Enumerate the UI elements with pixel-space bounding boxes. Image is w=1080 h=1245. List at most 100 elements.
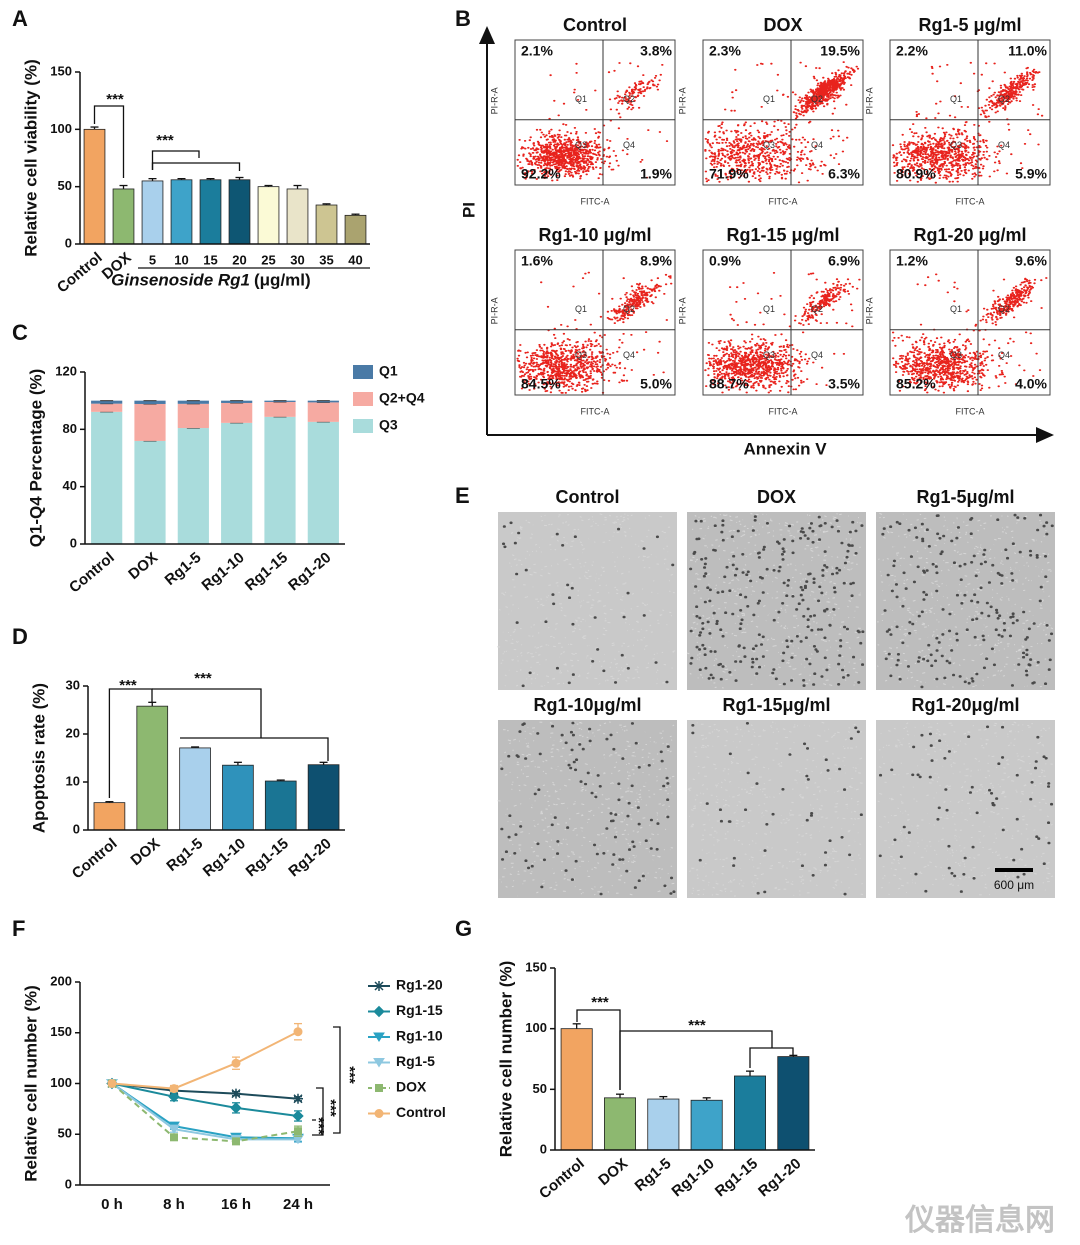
marker [373, 1005, 385, 1018]
y-tick-label: 150 [525, 959, 547, 974]
significance-bracket [93, 105, 125, 178]
bar [222, 764, 254, 831]
x-tick-label: Rg1-20 [285, 835, 334, 880]
quadrant-pct: 3.5% [828, 376, 860, 392]
bar [315, 204, 338, 245]
significance-bracket [152, 688, 262, 738]
significance-bracket [749, 1047, 794, 1068]
y-channel: PI-R-A [489, 297, 499, 324]
quadrant-pct: 6.9% [828, 253, 860, 269]
quadrant-name: Q3 [950, 350, 962, 360]
quadrant-pct: 6.3% [828, 166, 860, 182]
quadrant-name: Q1 [950, 94, 962, 104]
bar-segment [221, 400, 253, 403]
bar [257, 186, 280, 245]
quadrant-pct: 80.9% [896, 166, 936, 182]
image-title: Rg1-15μg/ml [722, 695, 830, 715]
legend-swatch [353, 392, 373, 406]
x-tick-label: 25 [261, 252, 275, 267]
quadrant-pct: 84.5% [521, 376, 561, 392]
quadrant-name: Q4 [623, 350, 635, 360]
x-tick-label: Control [66, 549, 118, 596]
bar [199, 179, 222, 245]
marker [170, 1133, 178, 1142]
series-line [111, 1030, 299, 1090]
quadrant-name: Q4 [811, 350, 823, 360]
legend-label: Rg1-10 [396, 1028, 443, 1044]
x-channel: FITC-A [581, 196, 610, 206]
flow-plot-title: Rg1-15 μg/ml [726, 225, 839, 245]
cells [500, 721, 676, 896]
x-tick-label: 20 [232, 252, 246, 267]
x-tick-label: 8 h [163, 1196, 185, 1213]
x-tick-label: Rg1-15 [712, 1155, 761, 1200]
bar [112, 188, 135, 245]
bar [141, 180, 164, 245]
image-title: Control [556, 487, 620, 507]
quadrant-pct: 2.3% [709, 43, 741, 59]
x-tick-label: Rg1-5 [163, 835, 206, 875]
x-channel: FITC-A [769, 406, 798, 416]
x-tick-label: 0 h [101, 1196, 123, 1213]
y-tick-label: 50 [58, 1126, 72, 1141]
significance-label: *** [341, 1066, 358, 1084]
y-tick-label: 150 [50, 1024, 72, 1039]
marker [232, 1137, 240, 1146]
cell-texture [877, 721, 1054, 896]
marker [168, 1090, 180, 1103]
significance-bracket [312, 1119, 316, 1136]
bar [83, 128, 106, 245]
quadrant-name: Q1 [950, 304, 962, 314]
series-line [111, 1082, 299, 1140]
quadrant-name: Q2 [623, 304, 635, 314]
quadrant-pct: 2.1% [521, 43, 553, 59]
y-tick-label: 150 [50, 63, 72, 78]
marker [231, 1058, 241, 1068]
y-axis-label: Relative cell number (%) [496, 961, 515, 1158]
quadrant-name: Q4 [998, 350, 1010, 360]
cell-texture [497, 513, 676, 687]
quadrant-pct: 71.9% [709, 166, 749, 182]
panel-letter: F [12, 916, 25, 941]
cells [691, 722, 863, 896]
marker [374, 981, 384, 991]
y-channel: PI-R-A [864, 297, 874, 324]
bar [264, 780, 297, 831]
x-tick-label: Control [536, 1155, 588, 1202]
bar-segment [307, 421, 339, 544]
marker [375, 1084, 383, 1092]
quadrant-pct: 4.0% [1015, 376, 1047, 392]
y-channel: PI-R-A [864, 87, 874, 114]
x-channel: FITC-A [769, 196, 798, 206]
bar [286, 188, 309, 245]
bar [604, 1097, 637, 1151]
cells [881, 513, 1054, 689]
x-channel: FITC-A [581, 406, 610, 416]
flow-plot-title: Rg1-10 μg/ml [538, 225, 651, 245]
bar-segment [91, 403, 123, 412]
image-title: Rg1-5μg/ml [916, 487, 1014, 507]
y-tick-label: 120 [55, 363, 77, 378]
panel-letter: A [12, 6, 28, 31]
bar-segment [134, 403, 166, 441]
flow-events [516, 62, 669, 182]
bar [228, 179, 251, 245]
image-title: DOX [757, 487, 796, 507]
significance-bracket [108, 688, 153, 798]
legend-label: Control [396, 1104, 446, 1120]
x-tick-label: Rg1-10 [199, 549, 248, 594]
cells [689, 515, 865, 687]
series-line [111, 1082, 298, 1141]
flow-plot-title: Rg1-20 μg/ml [913, 225, 1026, 245]
bar [136, 705, 169, 831]
panel-letter: G [455, 916, 472, 941]
bar-segment [307, 400, 339, 403]
x-tick-label: DOX [128, 835, 164, 869]
x-tick-label: Control [54, 249, 106, 296]
x-tick-label: 24 h [283, 1196, 313, 1213]
bar-segment [221, 422, 253, 544]
flow-events [516, 271, 673, 394]
y-axis-label: Relative cell number (%) [21, 985, 40, 1182]
y-tick-label: 50 [58, 178, 72, 193]
quadrant-name: Q3 [763, 140, 775, 150]
